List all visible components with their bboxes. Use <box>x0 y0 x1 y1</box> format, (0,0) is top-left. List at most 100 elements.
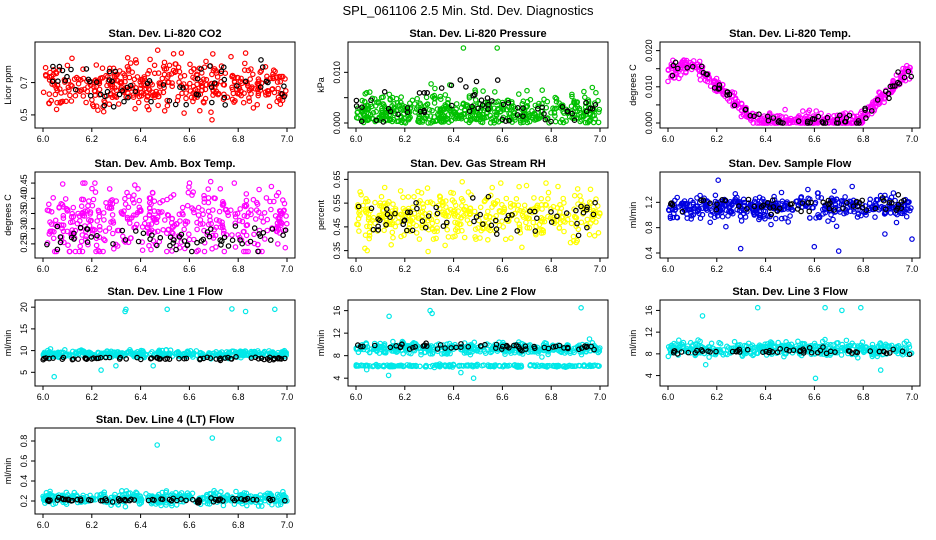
data-point <box>261 210 268 216</box>
data-point <box>248 211 254 218</box>
data-point <box>393 349 400 355</box>
data-point <box>68 234 75 241</box>
data-point <box>131 192 137 199</box>
data-point <box>459 198 466 204</box>
y-tick-label: 0.010 <box>644 76 654 99</box>
data-point <box>488 222 495 229</box>
data-point <box>679 208 686 215</box>
data-point <box>903 338 910 345</box>
data-point <box>229 237 236 244</box>
data-point <box>187 61 193 68</box>
data-point <box>514 112 521 118</box>
data-point <box>124 54 131 61</box>
data-point <box>235 75 241 81</box>
data-point <box>505 97 512 104</box>
data-point <box>777 345 784 352</box>
y-tick-label: 5 <box>19 370 29 375</box>
data-point <box>416 113 423 120</box>
data-point <box>908 205 914 211</box>
data-point <box>380 207 387 214</box>
data-point <box>845 342 852 349</box>
data-point <box>548 110 554 116</box>
data-point <box>841 118 848 125</box>
data-point <box>64 228 71 235</box>
data-point <box>100 210 107 216</box>
data-point <box>421 342 428 349</box>
data-point <box>826 205 833 212</box>
data-point <box>101 217 107 223</box>
data-point <box>680 203 687 209</box>
data-point <box>191 209 197 216</box>
data-point <box>259 64 266 70</box>
data-point <box>502 236 509 243</box>
data-point <box>225 243 232 249</box>
data-point <box>125 193 132 200</box>
data-point <box>583 344 590 351</box>
data-point <box>69 55 75 62</box>
data-point <box>444 350 451 356</box>
data-point <box>187 80 193 87</box>
data-point <box>392 110 399 117</box>
data-point <box>135 238 142 245</box>
data-point <box>452 219 458 226</box>
data-point <box>185 349 192 356</box>
data-point <box>795 202 802 209</box>
data-point <box>665 353 672 360</box>
data-point <box>147 236 153 242</box>
data-point <box>46 100 52 106</box>
data-point <box>367 111 374 118</box>
data-point <box>545 345 552 352</box>
data-point <box>133 228 139 234</box>
data-point <box>266 103 273 110</box>
data-point <box>496 208 503 214</box>
data-point <box>275 85 281 92</box>
data-point <box>724 89 731 95</box>
data-point <box>42 64 49 71</box>
data-point <box>173 221 180 227</box>
data-point <box>553 105 560 112</box>
data-point <box>905 68 912 75</box>
data-point <box>586 336 593 342</box>
data-point <box>176 211 183 218</box>
data-point <box>183 101 190 108</box>
data-point <box>210 87 216 93</box>
data-point <box>572 105 578 112</box>
data-point <box>898 205 905 212</box>
data-point <box>707 200 713 207</box>
data-point <box>563 210 570 216</box>
data-point <box>502 118 509 124</box>
data-point <box>539 206 545 212</box>
data-point <box>866 200 873 207</box>
data-point <box>154 47 161 54</box>
data-point <box>465 343 472 350</box>
data-point <box>100 108 107 115</box>
data-point <box>92 180 98 186</box>
data-point <box>732 191 739 197</box>
data-point <box>503 195 510 202</box>
data-point <box>699 313 706 319</box>
data-point <box>506 344 512 351</box>
data-point <box>560 195 567 202</box>
data-point <box>466 93 473 99</box>
data-point <box>769 348 776 355</box>
data-point <box>370 363 376 370</box>
data-point <box>276 73 283 80</box>
data-point <box>725 344 732 351</box>
data-point <box>765 213 772 219</box>
data-point <box>180 211 186 218</box>
data-point <box>842 194 848 200</box>
data-point <box>50 355 56 361</box>
data-point <box>186 236 193 243</box>
data-point <box>466 108 473 115</box>
data-point <box>893 219 900 226</box>
data-point <box>115 101 122 107</box>
data-point <box>264 227 271 234</box>
data-point <box>795 338 801 345</box>
data-point <box>47 228 53 235</box>
data-point <box>49 81 55 87</box>
data-point <box>595 230 602 236</box>
data-point <box>80 66 86 73</box>
data-point <box>785 219 792 225</box>
data-point <box>109 78 115 85</box>
